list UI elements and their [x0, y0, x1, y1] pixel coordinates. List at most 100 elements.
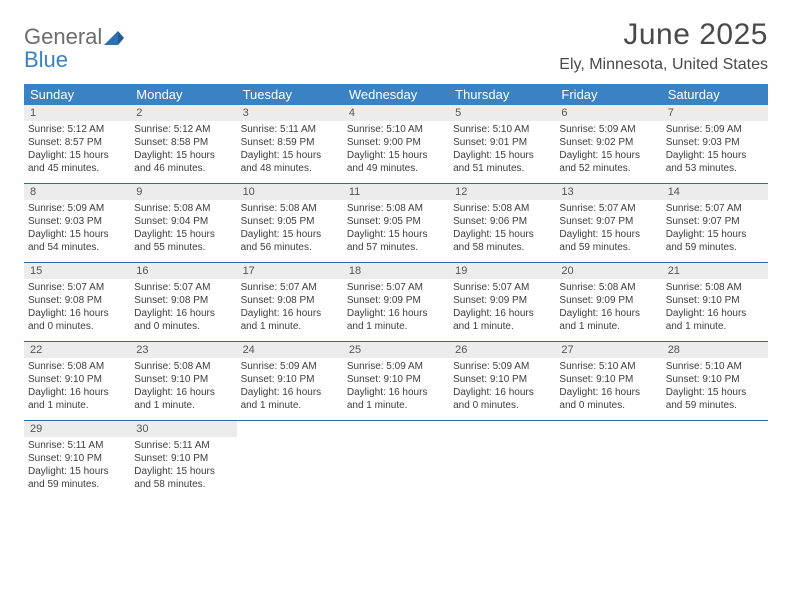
- day-d1: Daylight: 16 hours: [28, 386, 126, 399]
- day-number: 26: [449, 342, 555, 358]
- day-body: Sunrise: 5:08 AMSunset: 9:04 PMDaylight:…: [130, 200, 236, 258]
- day-body: Sunrise: 5:07 AMSunset: 9:08 PMDaylight:…: [237, 279, 343, 337]
- day-number: 4: [343, 105, 449, 121]
- day-d2: and 1 minute.: [134, 399, 232, 412]
- day-number: 20: [555, 263, 661, 279]
- day-d1: Daylight: 15 hours: [559, 149, 657, 162]
- day-sr: Sunrise: 5:08 AM: [347, 202, 445, 215]
- day-ss: Sunset: 9:10 PM: [666, 294, 764, 307]
- day-body: Sunrise: 5:08 AMSunset: 9:05 PMDaylight:…: [237, 200, 343, 258]
- day-d1: Daylight: 15 hours: [28, 228, 126, 241]
- day-body: Sunrise: 5:08 AMSunset: 9:06 PMDaylight:…: [449, 200, 555, 258]
- dow-sun: Sunday: [24, 84, 130, 105]
- day-cell: 20 Sunrise: 5:08 AMSunset: 9:09 PMDayligh…: [555, 263, 661, 341]
- day-body: Sunrise: 5:07 AMSunset: 9:09 PMDaylight:…: [449, 279, 555, 337]
- day-sr: Sunrise: 5:11 AM: [241, 123, 339, 136]
- calendar: Sunday Monday Tuesday Wednesday Thursday…: [24, 84, 768, 499]
- day-d2: and 1 minute.: [559, 320, 657, 333]
- day-cell: 25Sunrise: 5:09 AMSunset: 9:10 PMDayligh…: [343, 342, 449, 420]
- day-d1: Daylight: 16 hours: [28, 307, 126, 320]
- day-body: Sunrise: 5:08 AMSunset: 9:05 PMDaylight:…: [343, 200, 449, 258]
- day-d2: and 49 minutes.: [347, 162, 445, 175]
- day-d1: Daylight: 16 hours: [241, 386, 339, 399]
- day-d2: and 53 minutes.: [666, 162, 764, 175]
- day-cell: 27Sunrise: 5:10 AMSunset: 9:10 PMDayligh…: [555, 342, 661, 420]
- day-body: Sunrise: 5:10 AMSunset: 9:10 PMDaylight:…: [662, 358, 768, 416]
- day-d1: Daylight: 15 hours: [666, 149, 764, 162]
- day-cell: 12Sunrise: 5:08 AMSunset: 9:06 PMDayligh…: [449, 184, 555, 262]
- day-cell: 19Sunrise: 5:07 AMSunset: 9:09 PMDayligh…: [449, 263, 555, 341]
- day-d2: and 1 minute.: [28, 399, 126, 412]
- day-d2: and 59 minutes.: [559, 241, 657, 254]
- day-sr: Sunrise: 5:08 AM: [666, 281, 764, 294]
- day-body: Sunrise: 5:09 AMSunset: 9:10 PMDaylight:…: [449, 358, 555, 416]
- day-number: 28: [662, 342, 768, 358]
- day-d1: Daylight: 16 hours: [453, 386, 551, 399]
- day-cell: 6Sunrise: 5:09 AMSunset: 9:02 PMDaylight…: [555, 105, 661, 183]
- day-ss: Sunset: 8:58 PM: [134, 136, 232, 149]
- day-cell: 15Sunrise: 5:07 AMSunset: 9:08 PMDayligh…: [24, 263, 130, 341]
- day-number: 17: [237, 263, 343, 279]
- day-sr: Sunrise: 5:07 AM: [347, 281, 445, 294]
- day-sr: Sunrise: 5:08 AM: [134, 202, 232, 215]
- day-d2: and 57 minutes.: [347, 241, 445, 254]
- day-ss: Sunset: 9:10 PM: [28, 373, 126, 386]
- day-sr: Sunrise: 5:09 AM: [28, 202, 126, 215]
- day-d2: and 54 minutes.: [28, 241, 126, 254]
- day-d1: Daylight: 16 hours: [347, 386, 445, 399]
- day-ss: Sunset: 9:05 PM: [347, 215, 445, 228]
- day-cell: 2Sunrise: 5:12 AMSunset: 8:58 PMDaylight…: [130, 105, 236, 183]
- day-ss: Sunset: 9:01 PM: [453, 136, 551, 149]
- day-ss: Sunset: 9:03 PM: [666, 136, 764, 149]
- day-cell: 14Sunrise: 5:07 AMSunset: 9:07 PMDayligh…: [662, 184, 768, 262]
- day-cell: 28Sunrise: 5:10 AMSunset: 9:10 PMDayligh…: [662, 342, 768, 420]
- day-cell: 29Sunrise: 5:11 AMSunset: 9:10 PMDayligh…: [24, 421, 130, 499]
- day-ss: Sunset: 9:10 PM: [28, 452, 126, 465]
- day-ss: Sunset: 9:09 PM: [453, 294, 551, 307]
- day-ss: Sunset: 9:07 PM: [559, 215, 657, 228]
- day-cell: [449, 421, 555, 499]
- day-ss: Sunset: 9:08 PM: [241, 294, 339, 307]
- day-body: Sunrise: 5:07 AMSunset: 9:07 PMDaylight:…: [662, 200, 768, 258]
- day-sr: Sunrise: 5:09 AM: [453, 360, 551, 373]
- dow-row: Sunday Monday Tuesday Wednesday Thursday…: [24, 84, 768, 105]
- day-d2: and 58 minutes.: [453, 241, 551, 254]
- day-d1: Daylight: 15 hours: [134, 149, 232, 162]
- day-sr: Sunrise: 5:12 AM: [28, 123, 126, 136]
- day-sr: Sunrise: 5:07 AM: [666, 202, 764, 215]
- day-number: 30: [130, 421, 236, 437]
- day-ss: Sunset: 9:09 PM: [559, 294, 657, 307]
- day-d2: and 1 minute.: [241, 399, 339, 412]
- day-cell: 8Sunrise: 5:09 AMSunset: 9:03 PMDaylight…: [24, 184, 130, 262]
- dow-thu: Thursday: [449, 84, 555, 105]
- day-body: Sunrise: 5:07 AMSunset: 9:09 PMDaylight:…: [343, 279, 449, 337]
- day-body: Sunrise: 5:08 AMSunset: 9:10 PMDaylight:…: [662, 279, 768, 337]
- day-number: 27: [555, 342, 661, 358]
- day-d1: Daylight: 15 hours: [134, 228, 232, 241]
- day-ss: Sunset: 9:06 PM: [453, 215, 551, 228]
- day-body: Sunrise: 5:07 AMSunset: 9:07 PMDaylight:…: [555, 200, 661, 258]
- day-cell: 7Sunrise: 5:09 AMSunset: 9:03 PMDaylight…: [662, 105, 768, 183]
- week-row: 15Sunrise: 5:07 AMSunset: 9:08 PMDayligh…: [24, 263, 768, 342]
- day-ss: Sunset: 9:00 PM: [347, 136, 445, 149]
- day-body: Sunrise: 5:10 AMSunset: 9:00 PMDaylight:…: [343, 121, 449, 179]
- day-d1: Daylight: 15 hours: [241, 149, 339, 162]
- day-sr: Sunrise: 5:11 AM: [28, 439, 126, 452]
- day-d1: Daylight: 16 hours: [134, 386, 232, 399]
- day-ss: Sunset: 9:05 PM: [241, 215, 339, 228]
- day-number: 9: [130, 184, 236, 200]
- day-number: 5: [449, 105, 555, 121]
- day-cell: 10Sunrise: 5:08 AMSunset: 9:05 PMDayligh…: [237, 184, 343, 262]
- day-cell: 4Sunrise: 5:10 AMSunset: 9:00 PMDaylight…: [343, 105, 449, 183]
- day-d2: and 1 minute.: [347, 399, 445, 412]
- day-sr: Sunrise: 5:10 AM: [453, 123, 551, 136]
- day-ss: Sunset: 9:04 PM: [134, 215, 232, 228]
- day-sr: Sunrise: 5:09 AM: [347, 360, 445, 373]
- day-d1: Daylight: 15 hours: [28, 149, 126, 162]
- header: General Blue June 2025 Ely, Minnesota, U…: [24, 18, 768, 74]
- day-d1: Daylight: 16 hours: [559, 307, 657, 320]
- dow-wed: Wednesday: [343, 84, 449, 105]
- weeks-container: 1Sunrise: 5:12 AMSunset: 8:57 PMDaylight…: [24, 105, 768, 499]
- day-sr: Sunrise: 5:07 AM: [134, 281, 232, 294]
- day-sr: Sunrise: 5:08 AM: [559, 281, 657, 294]
